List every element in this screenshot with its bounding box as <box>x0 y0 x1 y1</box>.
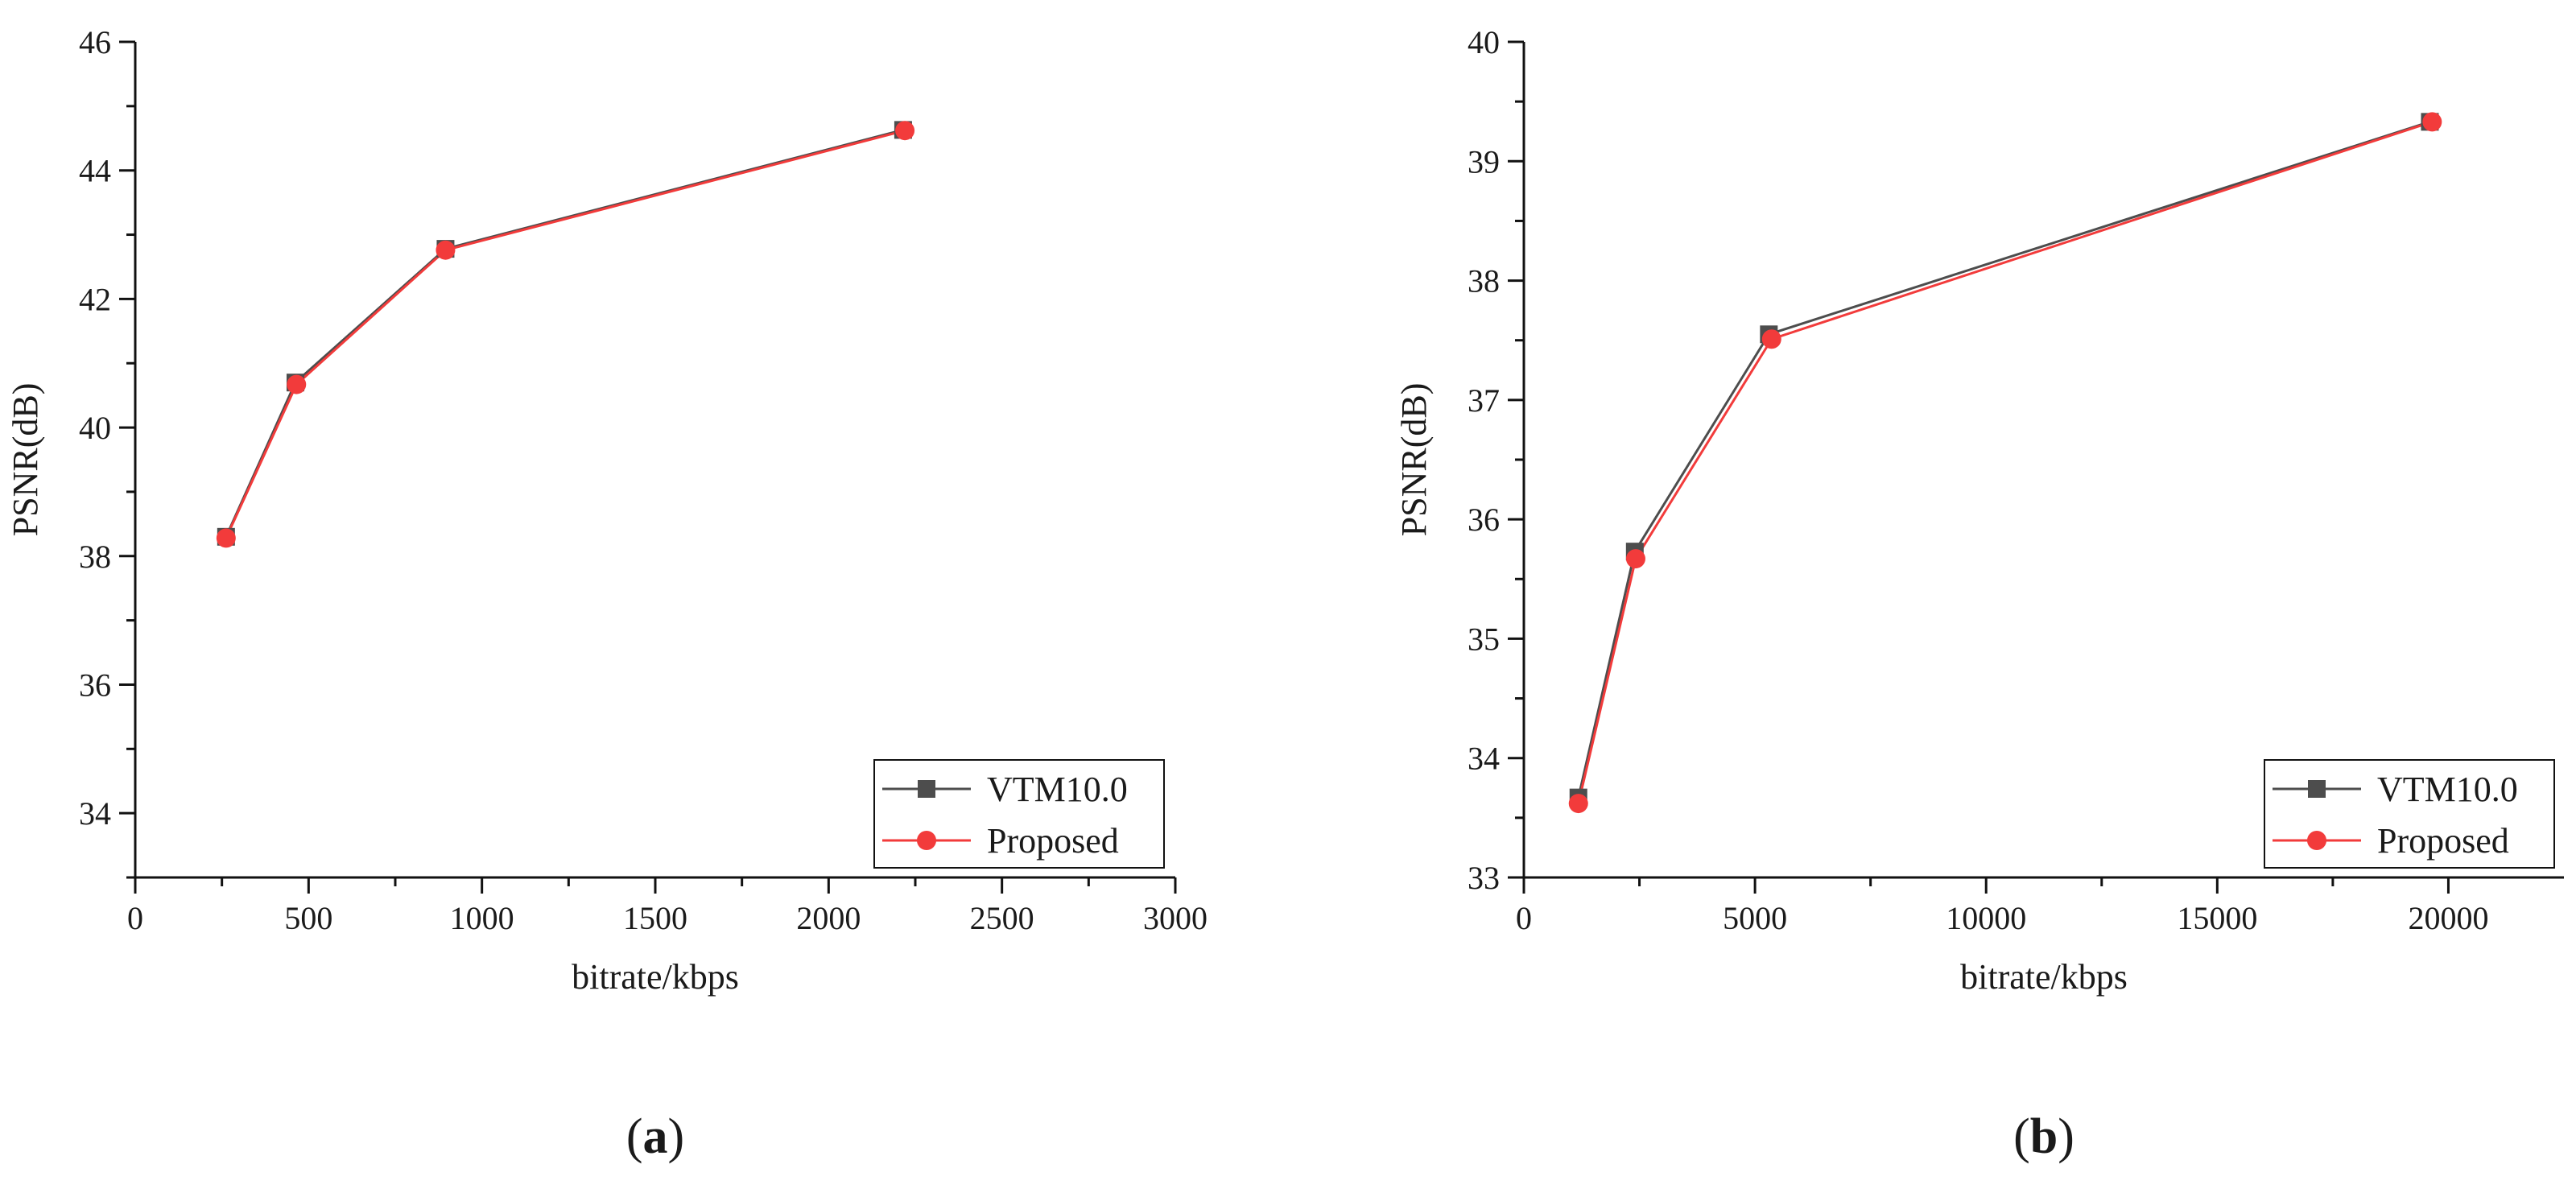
series-line-vtm10-0 <box>1577 120 2430 798</box>
x-tick-label: 20000 <box>2408 900 2488 936</box>
y-tick-label: 36 <box>79 667 111 703</box>
figure-caption: (b) <box>2013 1109 2074 1164</box>
data-point-circle <box>1625 549 1645 569</box>
chart-1: 0 5000 10000 15000 20000 33 34 35 36 37 38 39 40 bitr… <box>1394 24 2564 1164</box>
y-tick-label: 40 <box>1468 24 1500 60</box>
x-tick-label: 1000 <box>450 900 514 936</box>
x-tick-label: 3000 <box>1143 900 1208 936</box>
series-line-proposed <box>1577 120 2433 804</box>
chart-0: 0 500 1000 1500 2000 2500 3000 34 36 38 40 42 44 46 bi… <box>6 24 1208 1164</box>
y-tick-label: 37 <box>1468 382 1500 419</box>
legend-label: VTM10.0 <box>2377 770 2518 809</box>
caption-paren: ) <box>668 1109 685 1164</box>
data-point-circle <box>895 121 915 141</box>
y-tick-label: 39 <box>1468 143 1500 180</box>
legend-label: VTM10.0 <box>987 770 1128 809</box>
y-tick-label: 36 <box>1468 502 1500 538</box>
figure-caption: (a) <box>626 1109 684 1164</box>
y-tick-label: 40 <box>79 410 111 446</box>
legend-marker-circle <box>917 831 936 850</box>
x-tick-label: 10000 <box>1946 900 2026 936</box>
legend-box <box>2264 759 2555 869</box>
x-axis-title: bitrate/kbps <box>1960 957 2128 997</box>
caption-paren: ( <box>2013 1109 2030 1164</box>
caption-paren: ( <box>626 1109 643 1164</box>
data-point-circle <box>216 528 236 548</box>
legend-label: Proposed <box>2377 821 2509 861</box>
y-tick-label: 33 <box>1468 860 1500 896</box>
legend-box <box>873 759 1165 869</box>
legend-label: Proposed <box>987 821 1119 861</box>
y-tick-label: 35 <box>1468 621 1500 657</box>
x-tick-label: 0 <box>1516 900 1532 936</box>
y-tick-label: 34 <box>1468 741 1500 777</box>
legend-marker-circle <box>2307 831 2326 850</box>
data-point-circle <box>2422 112 2442 132</box>
legend-marker-square <box>918 780 935 798</box>
x-tick-label: 500 <box>284 900 332 936</box>
data-point-circle <box>1761 329 1781 349</box>
x-axis-title: bitrate/kbps <box>572 957 739 997</box>
y-axis-title: PSNR(dB) <box>6 383 45 537</box>
y-tick-label: 46 <box>79 24 111 60</box>
data-point-circle <box>436 240 456 260</box>
x-tick-label: 0 <box>127 900 143 936</box>
x-tick-label: 1500 <box>623 900 687 936</box>
caption-letter: a <box>643 1109 668 1164</box>
x-tick-label: 5000 <box>1723 900 1787 936</box>
caption-letter: b <box>2030 1109 2058 1164</box>
y-tick-label: 44 <box>79 153 111 189</box>
y-tick-label: 42 <box>79 281 111 317</box>
data-point-circle <box>1568 794 1588 814</box>
series-line-proposed <box>225 129 906 539</box>
series-line-vtm10-0 <box>225 128 904 538</box>
x-tick-label: 15000 <box>2177 900 2257 936</box>
caption-paren: ) <box>2058 1109 2074 1164</box>
x-tick-label: 2500 <box>970 900 1034 936</box>
y-tick-label: 34 <box>79 795 111 832</box>
y-tick-label: 38 <box>1468 263 1500 299</box>
legend-marker-square <box>2308 780 2326 798</box>
y-axis-title: PSNR(dB) <box>1394 383 1434 537</box>
data-point-circle <box>287 374 307 394</box>
x-tick-label: 2000 <box>796 900 861 936</box>
y-tick-label: 38 <box>79 539 111 575</box>
